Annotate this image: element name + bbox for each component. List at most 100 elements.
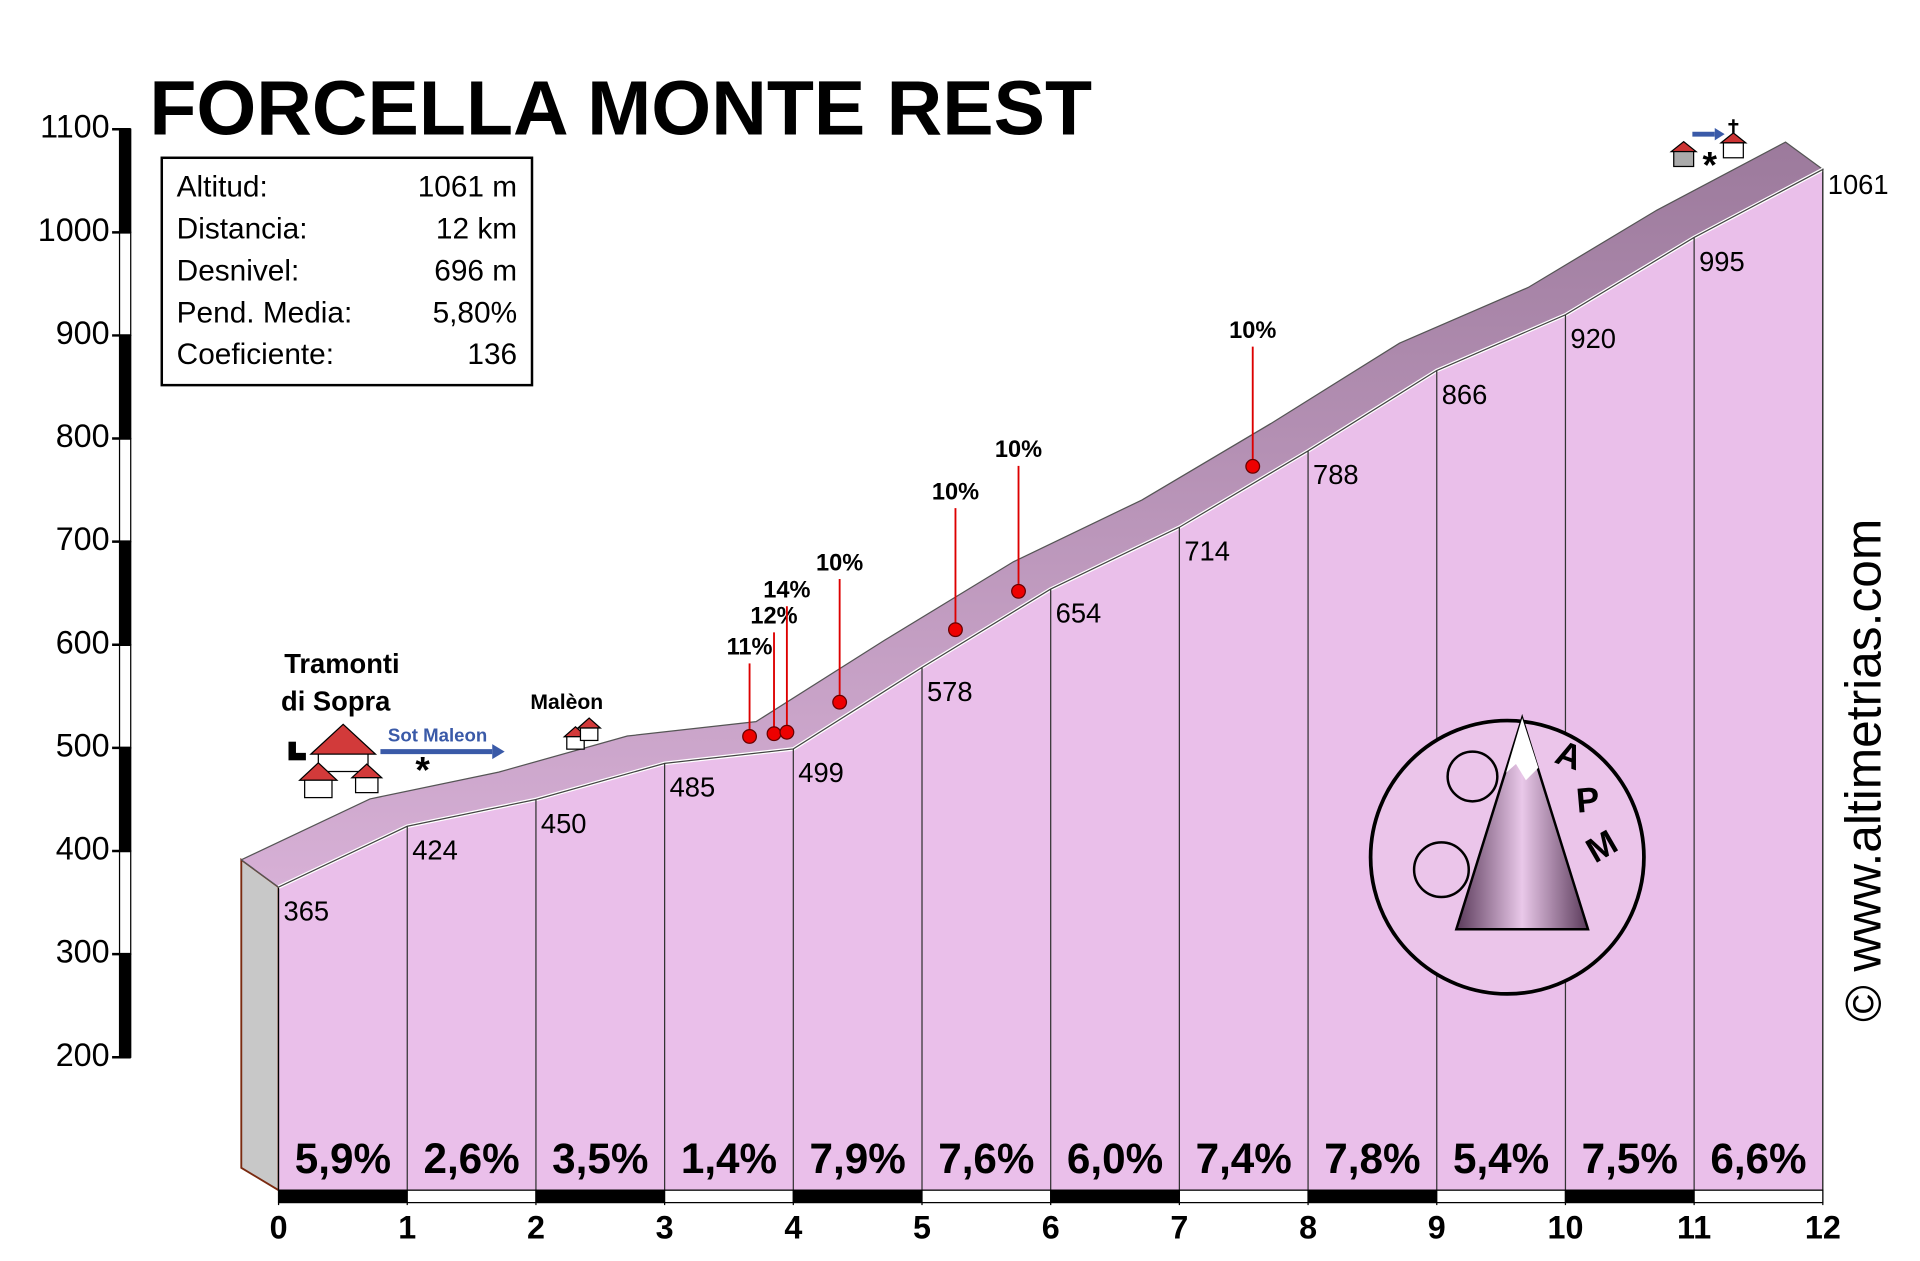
axis-band: [118, 437, 132, 543]
y-tick-label: 500: [56, 727, 110, 763]
gradient-segment: [792, 1189, 923, 1204]
marker-dot: [779, 724, 795, 740]
gradient-segment: [406, 1189, 537, 1204]
gradient-segment: [535, 1189, 666, 1204]
gradient-segment: [1564, 1189, 1695, 1204]
logo-letter: P: [1575, 781, 1601, 821]
info-rows: Altitud: 1061 m Distancia: 12 km Desnivel: 69…: [177, 171, 517, 371]
place-icons: * *: [288, 119, 1748, 799]
x-tick-label: 6: [1042, 1209, 1060, 1245]
altitude-label: 499: [798, 757, 844, 788]
place-label: di Sopra: [281, 685, 391, 716]
axis-band: [118, 747, 132, 852]
info-label: Distancia:: [177, 213, 308, 246]
svg-text:*: *: [1703, 144, 1718, 186]
x-tick-label: 1: [398, 1209, 416, 1245]
altitude-label: 714: [1184, 536, 1230, 567]
gradient-segment: [1436, 1189, 1567, 1204]
info-value: 136: [467, 338, 517, 371]
marker-dot: [1245, 458, 1261, 474]
marker-dot: [742, 728, 758, 744]
left-face: [240, 857, 280, 1192]
place-label: Sot Maleon: [388, 725, 487, 746]
gradient-label: 7,8%: [1324, 1135, 1420, 1182]
place-label: Tramonti: [284, 648, 399, 679]
logo: [1368, 713, 1646, 996]
altitude-label: 866: [1442, 379, 1488, 410]
y-tick-label: 900: [56, 315, 110, 351]
x-tick-label: 2: [527, 1209, 545, 1245]
marker-label: 14%: [763, 578, 810, 604]
info-box: [160, 156, 534, 387]
altitude-label: 450: [541, 808, 587, 839]
info-value: 12 km: [436, 213, 517, 246]
gradient-segment: [1050, 1189, 1181, 1204]
gradient-label: 6,0%: [1067, 1135, 1163, 1182]
info-value: 1061 m: [418, 171, 517, 204]
altitude-label: 1061: [1828, 169, 1889, 200]
x-tick-label: 12: [1805, 1209, 1841, 1245]
axis-band: [118, 953, 132, 1058]
info-label: Altitud:: [177, 171, 268, 204]
altitude-label: 788: [1313, 459, 1359, 490]
gradient-segment: [1693, 1189, 1824, 1204]
y-tick-label: 800: [56, 418, 110, 454]
gradient-segment: [1307, 1189, 1438, 1204]
gradient-label: 7,4%: [1196, 1135, 1292, 1182]
marker-dot: [832, 694, 848, 710]
x-tick-label: 11: [1677, 1209, 1711, 1245]
y-tick-label: 600: [56, 624, 110, 660]
credit: © www.altimetrias.com: [1836, 519, 1892, 1022]
x-tick-label: 10: [1547, 1209, 1583, 1245]
chart-title: FORCELLA MONTE REST: [149, 66, 1092, 152]
altitude-label: 995: [1699, 246, 1745, 277]
axis-band: [118, 231, 132, 337]
gradient-segment: [664, 1189, 794, 1204]
altitude-label: 485: [670, 772, 716, 803]
marker-label: 10%: [995, 437, 1042, 463]
marker-label: 12%: [750, 604, 797, 630]
gradient-label: 7,6%: [938, 1135, 1034, 1182]
marker-label: 10%: [816, 550, 863, 576]
axis-band: [118, 850, 132, 955]
altitude-label: 920: [1570, 323, 1616, 354]
axis-band: [118, 334, 132, 440]
gradient-segment: [921, 1189, 1052, 1204]
gradient-label: 7,5%: [1582, 1135, 1678, 1182]
gradient-segment: [277, 1189, 408, 1204]
altitude-label: 424: [412, 835, 458, 866]
axis-band: [118, 541, 132, 646]
info-label: Desnivel:: [177, 254, 300, 287]
marker-dot: [1011, 583, 1026, 599]
gradient-segment: [1178, 1189, 1309, 1204]
marker-dot: [766, 726, 782, 742]
x-tick-label: 3: [656, 1209, 674, 1245]
gradient-label: 5,4%: [1453, 1135, 1549, 1182]
x-tick-label: 0: [270, 1209, 288, 1245]
x-tick-label: 9: [1428, 1209, 1446, 1245]
y-tick-label: 400: [56, 831, 110, 867]
axis-band: [118, 644, 132, 749]
marker-dot: [948, 622, 963, 638]
gradient-label: 5,9%: [295, 1135, 391, 1182]
gradient-label: 6,6%: [1710, 1135, 1806, 1182]
info-value: 5,80%: [433, 296, 518, 329]
marker-label: 10%: [932, 479, 979, 505]
altitude-label: 365: [284, 895, 330, 926]
axis-band: [118, 128, 132, 233]
x-tick-label: 5: [913, 1209, 931, 1245]
gradient-label: 3,5%: [552, 1135, 648, 1182]
svg-text:*: *: [415, 749, 430, 791]
altitude-label: 578: [927, 676, 973, 707]
y-tick-label: 700: [56, 521, 110, 557]
place-label: Malèon: [530, 691, 603, 714]
marker-label: 11%: [727, 635, 773, 661]
y-tick-label: 200: [56, 1037, 110, 1073]
info-label: Pend. Media:: [177, 296, 353, 329]
gradient-label: 2,6%: [423, 1135, 519, 1182]
x-tick-label: 4: [784, 1209, 802, 1245]
y-tick-label: 1100: [40, 109, 109, 145]
marker-label: 10%: [1229, 318, 1276, 344]
